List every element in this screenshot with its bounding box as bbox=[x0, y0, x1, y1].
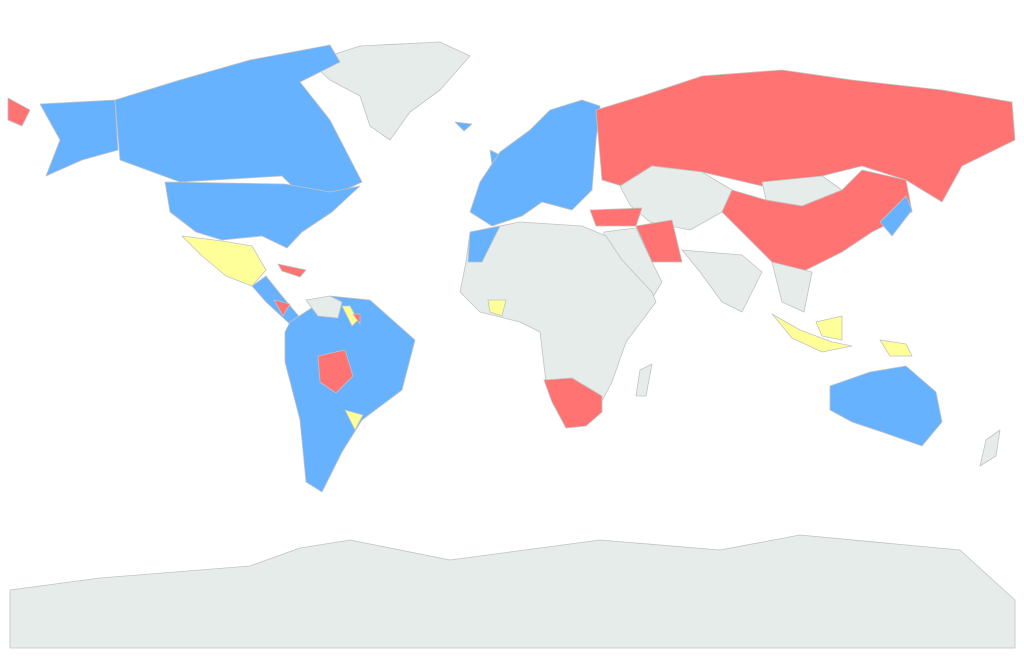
region-australia[interactable] bbox=[829, 365, 943, 447]
region-sumatra-java[interactable] bbox=[771, 313, 853, 353]
region-india[interactable] bbox=[681, 249, 763, 313]
region-southern-africa[interactable] bbox=[543, 377, 603, 429]
region-japan[interactable] bbox=[879, 195, 913, 237]
region-french-guiana[interactable] bbox=[352, 313, 361, 325]
region-uruguay[interactable] bbox=[344, 409, 364, 431]
region-europe[interactable] bbox=[469, 99, 601, 227]
region-bolivia[interactable] bbox=[317, 349, 354, 394]
region-morocco[interactable] bbox=[467, 225, 501, 263]
region-canada[interactable] bbox=[114, 44, 363, 197]
region-new-guinea[interactable] bbox=[879, 339, 913, 357]
region-usa[interactable] bbox=[164, 181, 361, 249]
region-antarctica[interactable] bbox=[9, 534, 1016, 649]
region-chukotka[interactable] bbox=[7, 97, 31, 127]
region-borneo[interactable] bbox=[815, 315, 843, 341]
region-alaska[interactable] bbox=[39, 99, 119, 177]
region-turkey[interactable] bbox=[589, 207, 643, 227]
region-southeast-asia[interactable] bbox=[771, 261, 813, 313]
region-iceland[interactable] bbox=[454, 121, 473, 132]
region-nicaragua[interactable] bbox=[273, 299, 291, 317]
region-new-zealand[interactable] bbox=[979, 429, 1001, 467]
region-greenland[interactable] bbox=[309, 41, 471, 141]
region-ivory-coast[interactable] bbox=[487, 299, 507, 317]
region-venezuela-guyana[interactable] bbox=[305, 295, 343, 319]
region-madagascar[interactable] bbox=[635, 363, 653, 397]
region-south-america[interactable] bbox=[284, 295, 416, 493]
region-cuba[interactable] bbox=[277, 263, 307, 278]
region-mexico[interactable] bbox=[181, 235, 267, 287]
